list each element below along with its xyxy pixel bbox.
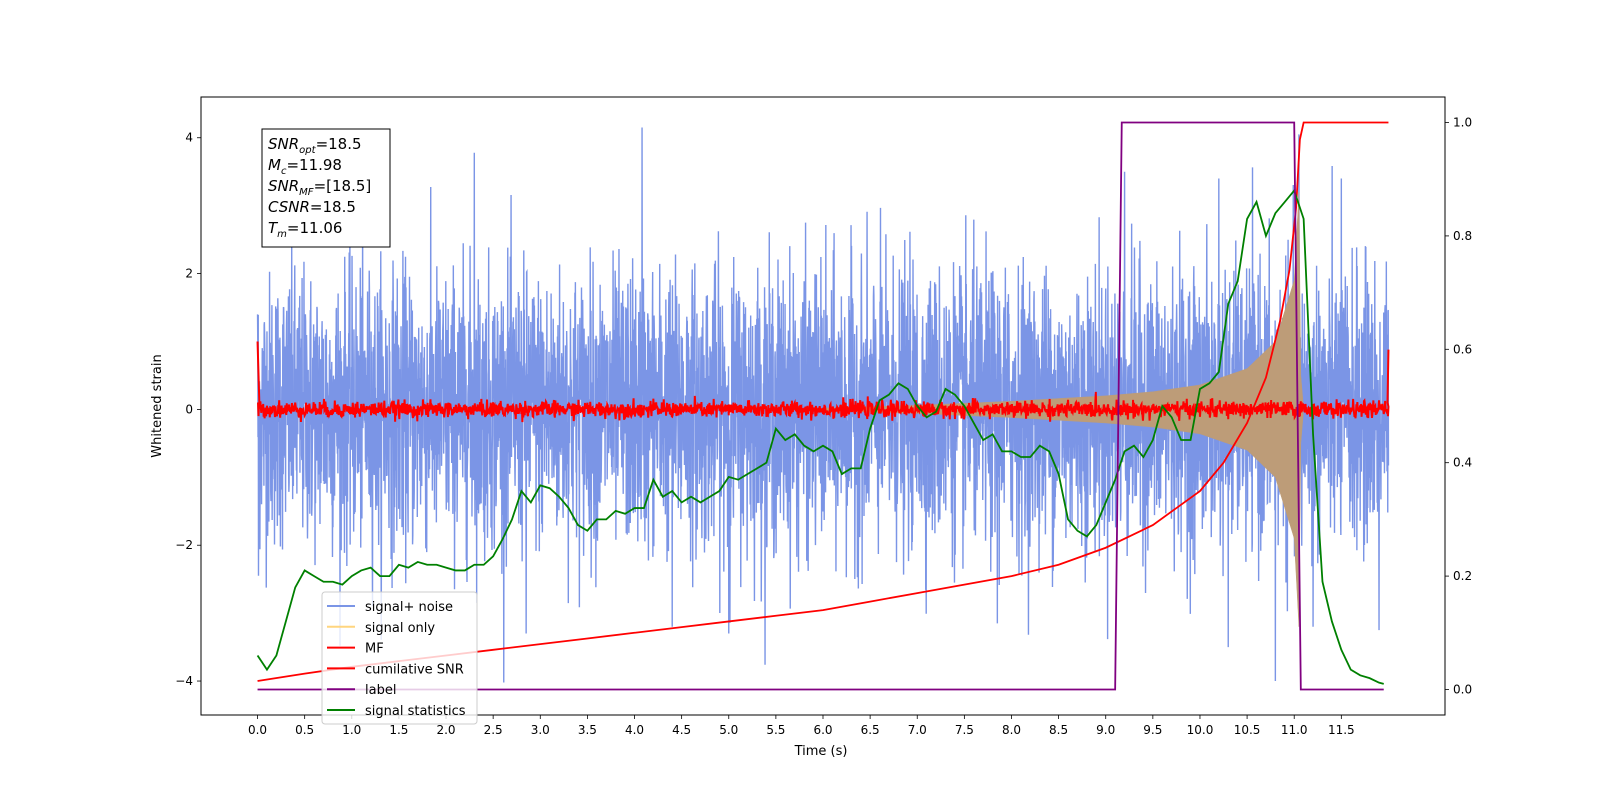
series-signal-statistics	[256, 188, 1384, 685]
legend-entry: signal statistics	[327, 704, 466, 719]
stats-subscript: m	[277, 229, 287, 240]
x-axis-label: Time (s)	[794, 744, 848, 759]
x-tick-label: 7.0	[908, 723, 927, 737]
y2-tick-label: 0.2	[1453, 569, 1472, 583]
legend-label: signal only	[365, 621, 435, 636]
x-tick-label: 6.5	[861, 723, 880, 737]
x-tick-label: 4.5	[672, 723, 691, 737]
legend-frame	[321, 591, 478, 725]
y2-tick-label: 1.0	[1453, 116, 1472, 130]
x-tick-label: 8.0	[1002, 723, 1021, 737]
y-axis-right-ticks: 0.0 0.2 0.4 0.6 0.8 1.0	[1445, 116, 1472, 696]
stats-value: =11.98	[286, 156, 342, 174]
x-tick-label: 10.5	[1234, 723, 1261, 737]
x-tick-label: 3.0	[531, 723, 550, 737]
y-tick-label: 4	[185, 131, 193, 145]
legend-label: signal statistics	[365, 704, 466, 719]
legend-entry: signal only	[327, 621, 435, 636]
x-tick-label: 7.5	[955, 723, 974, 737]
x-tick-label: 9.0	[1096, 723, 1115, 737]
legend-label: MF	[365, 642, 384, 657]
y2-tick-label: 0.8	[1453, 229, 1472, 243]
y-axis-left-ticks: −4 −2 0 2 4	[175, 131, 201, 688]
x-tick-label: 11.0	[1281, 723, 1308, 737]
stats-annotation-box: SNRopt=18.5Mc=11.98SNRMF=[18.5]CSNR=18.5…	[261, 128, 391, 248]
x-tick-label: 1.0	[342, 723, 361, 737]
x-tick-label: 3.5	[578, 723, 597, 737]
legend-label: label	[365, 683, 396, 698]
stats-value: =[18.5]	[314, 177, 372, 195]
y-tick-label: −2	[175, 538, 193, 552]
x-tick-label: 2.5	[484, 723, 503, 737]
x-tick-label: 0.0	[248, 723, 267, 737]
y2-tick-label: 0.4	[1453, 456, 1472, 470]
series-label	[257, 121, 1384, 691]
stats-subscript: c	[281, 166, 287, 177]
stats-symbol: M	[268, 156, 281, 174]
legend-entry: cumilative SNR	[327, 662, 464, 677]
y2-tick-label: 0.0	[1453, 682, 1472, 696]
stats-symbol: SNR	[268, 177, 299, 195]
x-tick-label: 1.5	[389, 723, 408, 737]
stats-value: =18.5	[310, 198, 356, 216]
x-tick-label: 0.5	[295, 723, 314, 737]
stats-subscript: MF	[299, 187, 314, 198]
stats-annotation-line: SNRopt=18.5	[268, 135, 362, 156]
x-tick-label: 5.5	[766, 723, 785, 737]
legend: signal+ noise signal only MF cumilative SNR…	[321, 591, 478, 725]
x-tick-label: 9.5	[1143, 723, 1162, 737]
legend-label: cumilative SNR	[365, 662, 464, 677]
y-axis-label: Whitened strain	[150, 354, 165, 457]
stats-symbol: CSNR	[268, 198, 310, 216]
stats-annotation-frame	[261, 128, 391, 248]
x-tick-label: 6.0	[813, 723, 832, 737]
legend-entry: label	[327, 683, 396, 698]
x-axis-ticks: 0.0 0.5 1.0 1.5 2.0 2.5 3.0 3.5 4.0 4.5 5.0 5.5 6.0 6…	[248, 715, 1355, 737]
stats-annotation-line: Mc=11.98	[268, 156, 342, 177]
stats-annotation-line: Tm=11.06	[268, 219, 342, 240]
series-signal-noise	[256, 127, 1390, 683]
stats-annotation-line: CSNR=18.5	[268, 198, 356, 216]
legend-entry: signal+ noise	[327, 600, 453, 615]
stats-value: =11.06	[287, 219, 343, 237]
series-layer	[256, 121, 1390, 691]
x-tick-label: 11.5	[1328, 723, 1355, 737]
stats-symbol: SNR	[268, 135, 299, 153]
x-tick-label: 10.0	[1187, 723, 1214, 737]
legend-label: signal+ noise	[365, 600, 453, 615]
stats-symbol: T	[268, 219, 279, 237]
y-tick-label: 0	[185, 402, 193, 416]
stats-value: =18.5	[316, 135, 362, 153]
stats-annotation-line: SNRMF=[18.5]	[268, 177, 371, 198]
series-mf	[256, 341, 1390, 423]
y-tick-label: 2	[185, 267, 193, 281]
x-tick-label: 4.0	[625, 723, 644, 737]
legend-entry: MF	[327, 642, 384, 657]
x-tick-label: 5.0	[719, 723, 738, 737]
series-cumulative-snr	[257, 121, 1389, 682]
x-tick-label: 8.5	[1049, 723, 1068, 737]
stats-subscript: opt	[299, 145, 316, 156]
x-tick-label: 2.0	[436, 723, 455, 737]
y-tick-label: −4	[175, 674, 193, 688]
y2-tick-label: 0.6	[1453, 342, 1472, 356]
